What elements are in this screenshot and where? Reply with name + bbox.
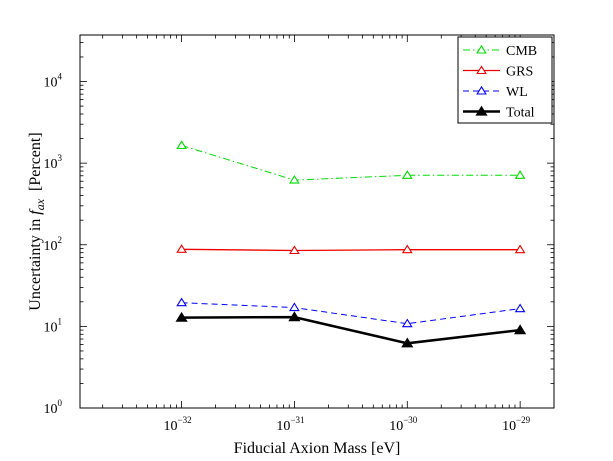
series-layer (175, 140, 527, 348)
data-point-cmb (176, 140, 187, 149)
x-tick-label: 10−31 (276, 415, 304, 434)
data-point-total (175, 311, 188, 322)
data-point-cmb (401, 170, 413, 179)
legend-label: Total (506, 106, 535, 121)
y-axis-title: Uncertainty in fax [Percent] (27, 132, 47, 310)
data-point-grs (514, 244, 526, 254)
plot-frame (79, 34, 555, 409)
legend-entry-grs: GRS (463, 65, 533, 80)
data-point-total (288, 311, 301, 322)
y-tick-label: 102 (44, 235, 63, 254)
legend-swatch-marker (476, 85, 487, 95)
y-tick-label: 104 (44, 72, 63, 91)
y-axis-title-prefix: Uncertainty in (27, 215, 44, 311)
legend-entry-total: Total (463, 106, 535, 121)
data-point-grs (401, 244, 413, 254)
data-point-wl (176, 297, 187, 307)
series-total (175, 311, 527, 348)
data-point-total (514, 324, 527, 335)
y-axis-title-suffix: [Percent] (27, 132, 44, 191)
y-axis-title-subscript: ax (33, 198, 47, 210)
legend-label: CMB (506, 44, 537, 59)
legend-label: WL (506, 85, 528, 100)
legend-swatch-marker (475, 105, 488, 116)
x-tick-label: 10−32 (164, 415, 192, 434)
legend-box (457, 36, 553, 124)
y-tick-label: 100 (44, 398, 63, 417)
data-point-cmb (289, 174, 300, 184)
x-tick-label: 10−30 (389, 415, 418, 434)
data-point-wl (514, 303, 526, 313)
data-point-total (401, 337, 414, 348)
data-point-wl (289, 302, 300, 312)
series-line-cmb (181, 144, 521, 181)
labels-layer: 10−32 10−31 10−30 10−29 100 101 102 103 104 (44, 72, 531, 434)
series-line-wl (181, 302, 521, 325)
series-wl (176, 297, 526, 328)
data-point-grs (289, 245, 300, 255)
series-line-total (181, 315, 521, 345)
data-point-wl (401, 318, 413, 328)
legend: CMB GRS WL Total (457, 36, 553, 124)
legend-entry-wl: WL (463, 85, 528, 100)
series-cmb (176, 140, 526, 184)
ticks-layer (80, 35, 554, 409)
legend-label: GRS (506, 65, 533, 80)
y-tick-label: 103 (44, 153, 63, 172)
x-tick-label: 10−29 (502, 415, 531, 434)
series-line-grs (181, 248, 521, 252)
legend-swatch-marker (476, 44, 487, 54)
data-point-cmb (514, 170, 526, 179)
x-axis-title: Fiducial Axion Mass [eV] (234, 440, 401, 457)
y-tick-label: 101 (44, 316, 63, 335)
series-grs (176, 244, 526, 255)
legend-swatch-marker (476, 65, 487, 75)
data-point-grs (176, 244, 187, 253)
legend-entry-cmb: CMB (463, 44, 537, 59)
y-axis-title-symbol: f (27, 208, 44, 215)
